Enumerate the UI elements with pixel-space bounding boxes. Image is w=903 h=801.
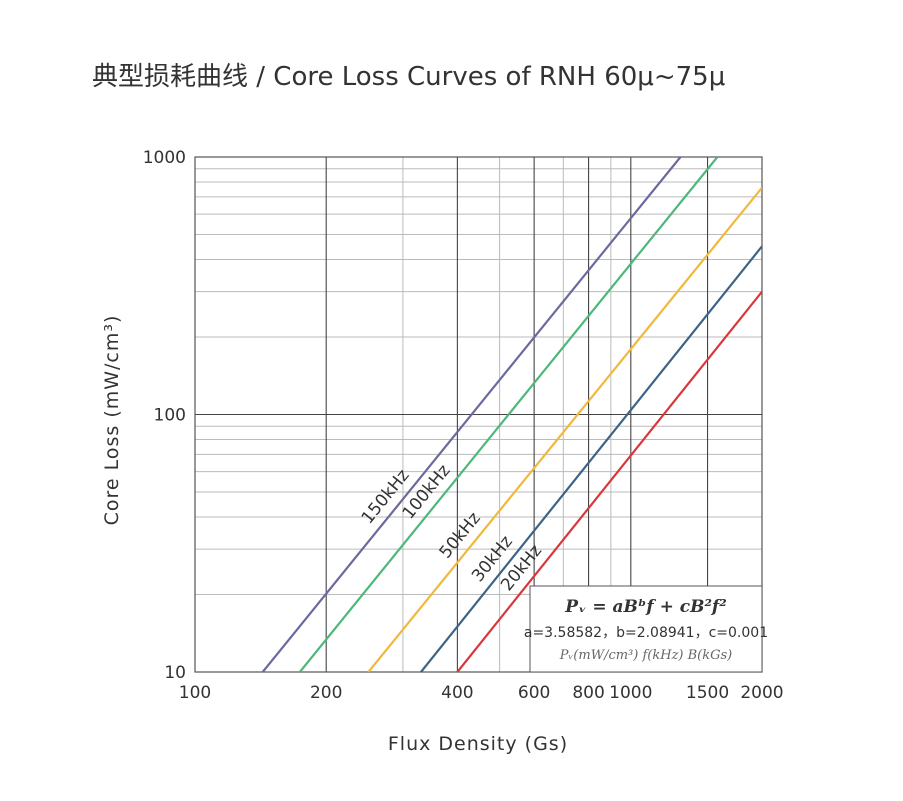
- plot-frame: [194, 156, 763, 673]
- series-line-150kHz: [261, 157, 682, 672]
- x-tick-label: 600: [518, 683, 550, 703]
- formula-equation: Pᵥ = aBᵇf + cB²f²: [564, 597, 726, 617]
- x-tick-label: 1500: [686, 683, 729, 703]
- y-tick-label: 1000: [143, 148, 186, 168]
- x-tick-label: 2000: [740, 683, 783, 703]
- series-line-100kHz: [298, 157, 719, 672]
- series-line-20kHz: [456, 290, 762, 672]
- y-axis-label: Core Loss (mW/cm³): [101, 315, 123, 526]
- x-axis-label: Flux Density (Gs): [388, 733, 568, 755]
- x-tick-label: 400: [441, 683, 473, 703]
- y-tick-label: 10: [164, 663, 186, 683]
- series-line-30kHz: [420, 245, 762, 672]
- x-tick-label: 100: [179, 683, 211, 703]
- y-tick-labels: 10 100 1000: [143, 148, 186, 683]
- x-tick-label: 800: [572, 683, 604, 703]
- curves: [261, 157, 762, 672]
- formula-coefficients: a=3.58582，b=2.08941，c=0.001: [524, 625, 768, 641]
- formula-units: Pᵥ(mW/cm³) f(kHz) B(kGs): [559, 648, 733, 663]
- x-tick-label: 1000: [609, 683, 652, 703]
- chart-title: 典型损耗曲线 / Core Loss Curves of RNH 60μ~75μ: [92, 62, 725, 92]
- x-tick-label: 200: [310, 683, 342, 703]
- series-line-50kHz: [367, 186, 762, 672]
- formula-box: Pᵥ = aBᵇf + cB²f² a=3.58582，b=2.08941，c=…: [524, 585, 768, 673]
- formula-box-frame: [529, 585, 763, 673]
- x-tick-labels: 100 200 400 600 800 1000 1500 2000: [179, 683, 784, 703]
- minor-grid: [195, 157, 762, 672]
- y-tick-label: 100: [154, 406, 186, 426]
